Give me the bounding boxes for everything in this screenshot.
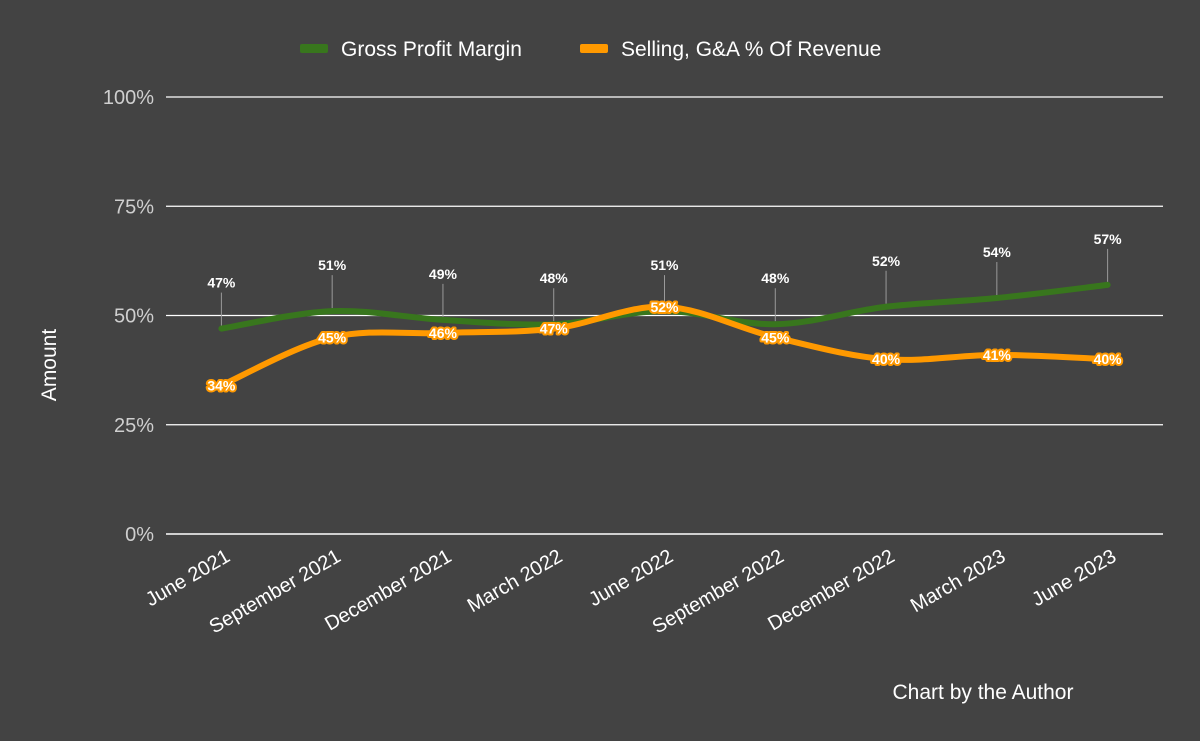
data-label-gross-profit-margin: 48% bbox=[761, 270, 790, 286]
data-label-sga: 34% bbox=[207, 377, 236, 393]
y-axis-title: Amount bbox=[38, 329, 61, 402]
legend-swatch-gross-profit-margin bbox=[300, 44, 328, 53]
data-label-gross-profit-margin: 57% bbox=[1094, 231, 1123, 247]
data-labels: 47% 51% 49% 48% 51% 48% 52% 54% 57% 34% 45% 46% 47% 5… bbox=[205, 231, 1124, 396]
x-tick-label: June 2022 bbox=[585, 545, 677, 611]
legend-swatch-sga bbox=[580, 44, 608, 53]
data-label-gross-profit-margin: 54% bbox=[983, 244, 1012, 260]
legend: Gross Profit Margin Selling, G&A % Of Re… bbox=[300, 38, 881, 61]
data-label-sga: 40% bbox=[872, 351, 901, 367]
data-label-sga: 40% bbox=[1094, 351, 1123, 367]
x-tick-label: June 2021 bbox=[142, 545, 234, 611]
data-label-sga: 47% bbox=[540, 321, 569, 337]
chart-credit: Chart by the Author bbox=[893, 681, 1074, 704]
x-tick-label: June 2023 bbox=[1028, 545, 1120, 611]
y-tick-label: 0% bbox=[125, 524, 154, 546]
data-label-gross-profit-margin: 51% bbox=[318, 257, 347, 273]
data-label-gross-profit-margin: 48% bbox=[540, 270, 569, 286]
data-label-gross-profit-margin: 51% bbox=[650, 257, 679, 273]
x-tick-label: March 2023 bbox=[907, 545, 1009, 617]
series-line-gross-profit-margin bbox=[218, 281, 1111, 332]
data-label-gross-profit-margin: 47% bbox=[207, 275, 236, 291]
legend-label-gross-profit-margin: Gross Profit Margin bbox=[341, 38, 522, 61]
gridlines bbox=[166, 96, 1163, 535]
y-tick-label: 75% bbox=[114, 196, 154, 218]
data-label-sga: 45% bbox=[761, 329, 790, 345]
data-label-gross-profit-margin: 52% bbox=[872, 253, 901, 269]
data-label-gross-profit-margin: 49% bbox=[429, 266, 458, 282]
data-label-sga: 45% bbox=[318, 329, 347, 345]
data-label-sga: 46% bbox=[429, 325, 458, 341]
series-lines bbox=[218, 281, 1111, 389]
y-tick-label: 50% bbox=[114, 306, 154, 328]
data-label-sga: 41% bbox=[983, 347, 1012, 363]
legend-label-sga: Selling, G&A % Of Revenue bbox=[621, 38, 881, 61]
y-axis-ticks: 0% 25% 50% 75% 100% bbox=[103, 87, 154, 546]
data-label-sga: 52% bbox=[650, 299, 679, 315]
y-tick-label: 25% bbox=[114, 415, 154, 437]
data-label-leaders bbox=[220, 248, 1109, 326]
x-tick-label: March 2022 bbox=[464, 545, 566, 617]
series-line-sga bbox=[218, 303, 1111, 389]
y-tick-label: 100% bbox=[103, 87, 154, 109]
